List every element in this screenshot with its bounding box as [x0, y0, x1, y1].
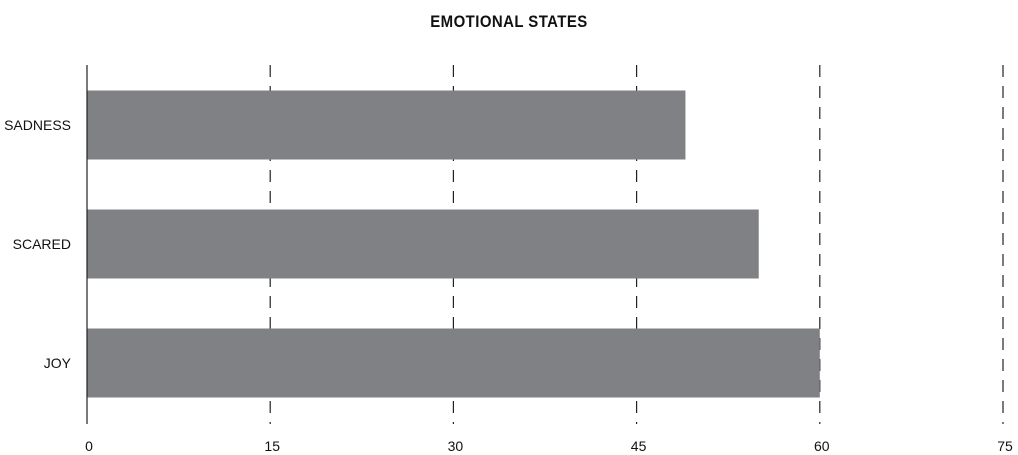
bar-joy: [87, 328, 820, 398]
x-tick-label-30: 30: [448, 438, 464, 454]
bars: [87, 90, 820, 398]
category-label-joy: JOY: [44, 355, 72, 371]
category-label-sadness: SADNESS: [4, 117, 71, 133]
x-tick-label-15: 15: [264, 438, 280, 454]
x-tick-label-0: 0: [85, 438, 93, 454]
bar-sadness: [87, 90, 686, 160]
bar-scared: [87, 209, 759, 279]
y-axis-category-labels: SADNESS SCARED JOY: [4, 117, 72, 371]
category-label-scared: SCARED: [13, 236, 71, 252]
x-axis-tick-labels: 0 15 30 45 60 75: [85, 438, 1013, 454]
x-tick-label-60: 60: [814, 438, 830, 454]
chart-title: EMOTIONAL STATES: [430, 12, 588, 31]
x-tick-label-45: 45: [631, 438, 647, 454]
x-tick-label-75: 75: [997, 438, 1013, 454]
